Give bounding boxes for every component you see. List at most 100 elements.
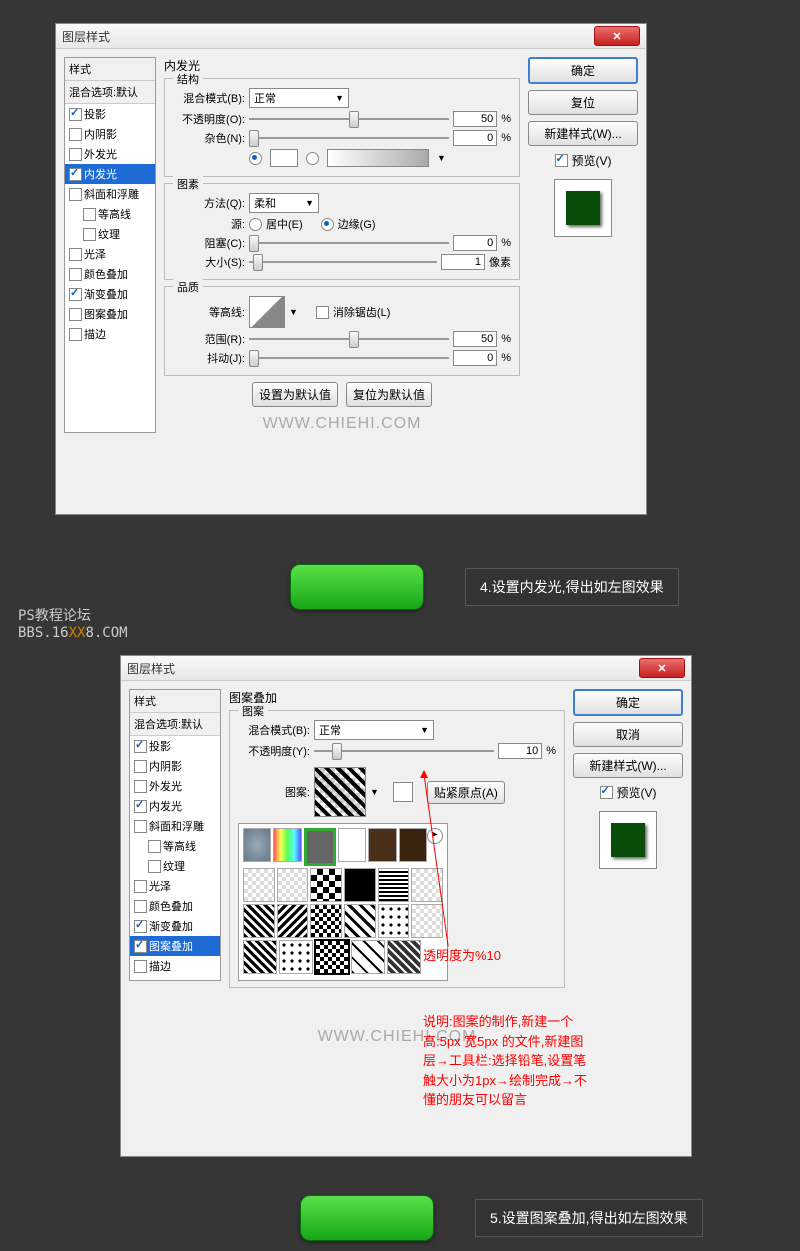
style-list[interactable]: 样式 混合选项:默认 投影内阴影外发光内发光斜面和浮雕等高线纹理光泽颜色叠加渐变… xyxy=(64,57,156,433)
range-input[interactable]: 50 xyxy=(453,331,497,347)
gradient-radio[interactable] xyxy=(306,152,319,165)
dialog-title: 图层样式 xyxy=(127,660,639,677)
antialias-checkbox[interactable] xyxy=(316,306,329,319)
style-checkbox[interactable] xyxy=(69,108,82,121)
blend-mode-select[interactable]: 正常▼ xyxy=(249,88,349,108)
blend-mode-select[interactable]: 正常▼ xyxy=(314,720,434,740)
style-item[interactable]: 纹理 xyxy=(130,856,220,876)
set-default-button[interactable]: 设置为默认值 xyxy=(252,382,338,407)
style-item[interactable]: 内发光 xyxy=(130,796,220,816)
choke-input[interactable]: 0 xyxy=(453,235,497,251)
style-checkbox[interactable] xyxy=(69,148,82,161)
close-button[interactable]: ✕ xyxy=(639,658,685,678)
preview-checkbox[interactable] xyxy=(600,786,613,799)
style-item[interactable]: 颜色叠加 xyxy=(65,264,155,284)
color-radio[interactable] xyxy=(249,152,262,165)
style-item[interactable]: 投影 xyxy=(65,104,155,124)
style-item[interactable]: 斜面和浮雕 xyxy=(130,816,220,836)
style-item[interactable]: 等高线 xyxy=(65,204,155,224)
style-item[interactable]: 外发光 xyxy=(65,144,155,164)
method-select[interactable]: 柔和▼ xyxy=(249,193,319,213)
style-item[interactable]: 内阴影 xyxy=(65,124,155,144)
style-checkbox[interactable] xyxy=(69,288,82,301)
style-checkbox[interactable] xyxy=(69,168,82,181)
source-edge-radio[interactable] xyxy=(321,218,334,231)
titlebar[interactable]: 图层样式 ✕ xyxy=(56,24,646,49)
style-item[interactable]: 投影 xyxy=(130,736,220,756)
style-checkbox[interactable] xyxy=(69,188,82,201)
styles-header[interactable]: 样式 xyxy=(130,690,220,713)
size-slider[interactable] xyxy=(249,254,437,270)
titlebar[interactable]: 图层样式 ✕ xyxy=(121,656,691,681)
close-button[interactable]: ✕ xyxy=(594,26,640,46)
style-checkbox[interactable] xyxy=(134,740,147,753)
pattern-thumb[interactable] xyxy=(314,767,366,817)
style-checkbox[interactable] xyxy=(134,900,147,913)
new-style-button[interactable]: 新建样式(W)... xyxy=(528,121,638,146)
style-item[interactable]: 内发光 xyxy=(65,164,155,184)
opacity-slider[interactable] xyxy=(249,111,449,127)
preview-checkbox[interactable] xyxy=(555,154,568,167)
style-item[interactable]: 图案叠加 xyxy=(65,304,155,324)
style-checkbox[interactable] xyxy=(83,228,96,241)
source-center-radio[interactable] xyxy=(249,218,262,231)
style-item[interactable]: 纹理 xyxy=(65,224,155,244)
style-checkbox[interactable] xyxy=(148,860,161,873)
style-item[interactable]: 斜面和浮雕 xyxy=(65,184,155,204)
style-item[interactable]: 外发光 xyxy=(130,776,220,796)
noise-input[interactable]: 0 xyxy=(453,130,497,146)
style-item[interactable]: 渐变叠加 xyxy=(65,284,155,304)
style-checkbox[interactable] xyxy=(83,208,96,221)
style-item[interactable]: 内阴影 xyxy=(130,756,220,776)
styles-header[interactable]: 样式 xyxy=(65,58,155,81)
opacity-slider[interactable] xyxy=(314,743,494,759)
style-checkbox[interactable] xyxy=(148,840,161,853)
color-swatch[interactable] xyxy=(270,149,298,167)
style-checkbox[interactable] xyxy=(134,880,147,893)
opacity-input[interactable]: 50 xyxy=(453,111,497,127)
ok-button[interactable]: 确定 xyxy=(528,57,638,84)
style-checkbox[interactable] xyxy=(134,780,147,793)
choke-slider[interactable] xyxy=(249,235,449,251)
cancel-button[interactable]: 取消 xyxy=(573,722,683,747)
style-checkbox[interactable] xyxy=(69,268,82,281)
style-checkbox[interactable] xyxy=(134,820,147,833)
style-item[interactable]: 光泽 xyxy=(130,876,220,896)
style-list[interactable]: 样式 混合选项:默认 投影内阴影外发光内发光斜面和浮雕等高线纹理光泽颜色叠加渐变… xyxy=(129,689,221,981)
size-input[interactable]: 1 xyxy=(441,254,485,270)
style-item[interactable]: 图案叠加 xyxy=(130,936,220,956)
style-checkbox[interactable] xyxy=(69,128,82,141)
style-item[interactable]: 光泽 xyxy=(65,244,155,264)
opacity-input[interactable]: 10 xyxy=(498,743,542,759)
style-item-label: 描边 xyxy=(84,326,106,342)
reset-default-button[interactable]: 复位为默认值 xyxy=(346,382,432,407)
style-checkbox[interactable] xyxy=(69,248,82,261)
style-checkbox[interactable] xyxy=(69,308,82,321)
new-preset-icon[interactable] xyxy=(393,782,413,802)
style-item[interactable]: 等高线 xyxy=(130,836,220,856)
style-checkbox[interactable] xyxy=(69,328,82,341)
style-checkbox[interactable] xyxy=(134,760,147,773)
style-item[interactable]: 描边 xyxy=(130,956,220,976)
jitter-input[interactable]: 0 xyxy=(453,350,497,366)
range-slider[interactable] xyxy=(249,331,449,347)
pattern-picker[interactable]: ▸ xyxy=(238,823,448,981)
style-checkbox[interactable] xyxy=(134,960,147,973)
ok-button[interactable]: 确定 xyxy=(573,689,683,716)
new-style-button[interactable]: 新建样式(W)... xyxy=(573,753,683,778)
style-item[interactable]: 颜色叠加 xyxy=(130,896,220,916)
jitter-slider[interactable] xyxy=(249,350,449,366)
snap-button[interactable]: 贴紧原点(A) xyxy=(427,781,505,804)
style-item[interactable]: 描边 xyxy=(65,324,155,344)
blend-options-header[interactable]: 混合选项:默认 xyxy=(130,713,220,736)
noise-slider[interactable] xyxy=(249,130,449,146)
style-checkbox[interactable] xyxy=(134,940,147,953)
reset-button[interactable]: 复位 xyxy=(528,90,638,115)
style-checkbox[interactable] xyxy=(134,800,147,813)
style-checkbox[interactable] xyxy=(134,920,147,933)
green-pill-2 xyxy=(300,1195,434,1241)
gradient-swatch[interactable] xyxy=(327,149,429,167)
style-item[interactable]: 渐变叠加 xyxy=(130,916,220,936)
blend-options-header[interactable]: 混合选项:默认 xyxy=(65,81,155,104)
contour-picker[interactable] xyxy=(249,296,285,328)
